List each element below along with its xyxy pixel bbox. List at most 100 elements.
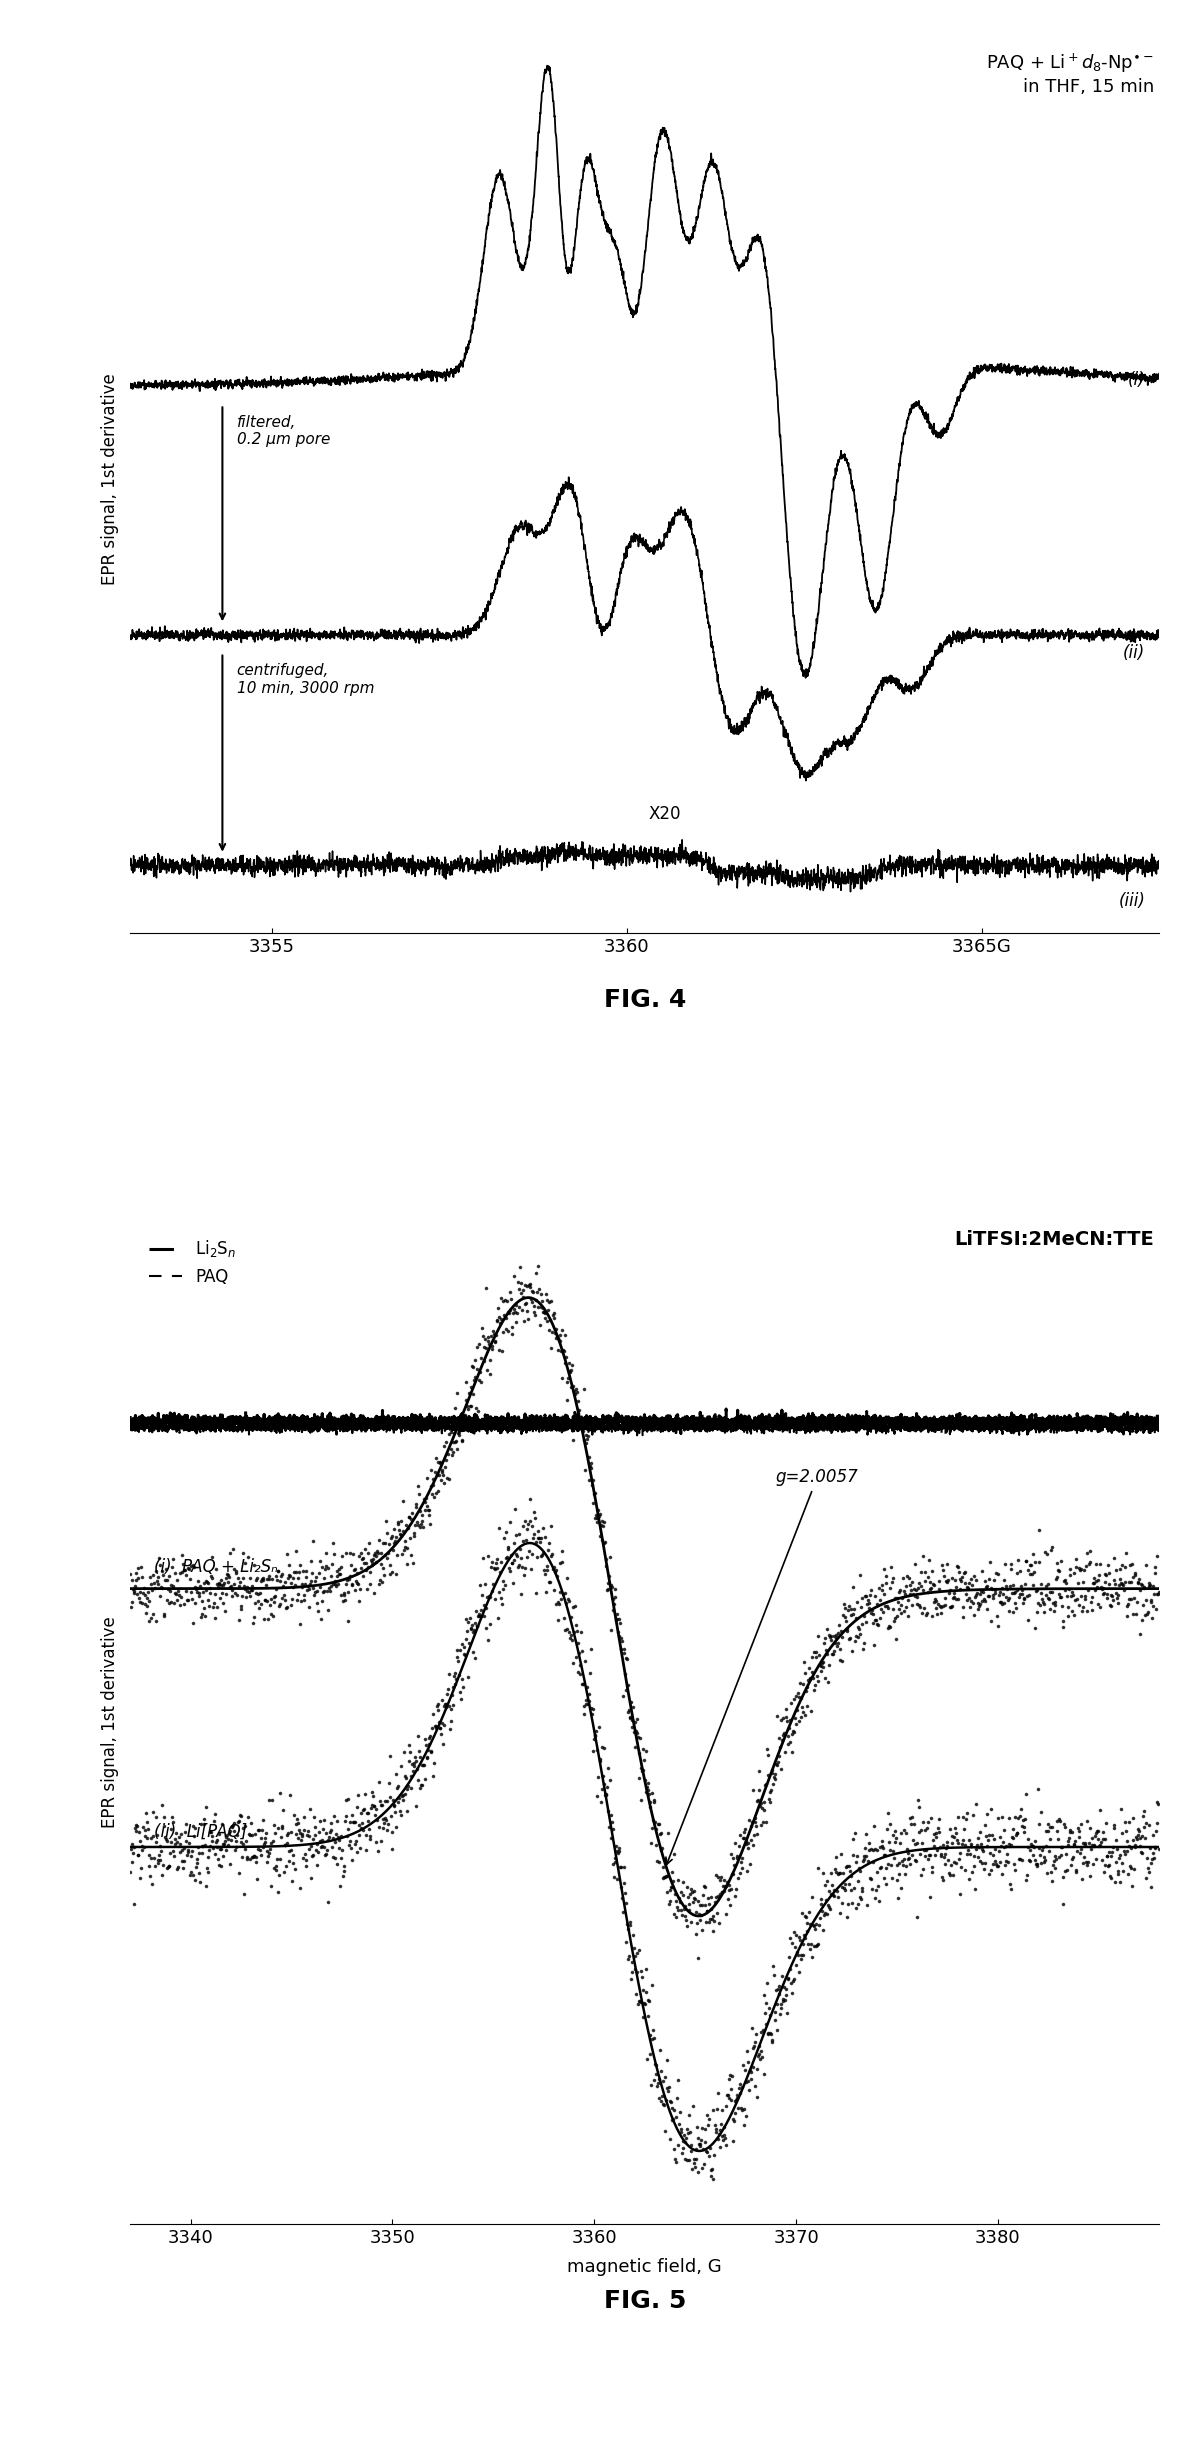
Point bbox=[224, 1806, 243, 1845]
Point bbox=[925, 1581, 944, 1620]
Point bbox=[153, 1786, 172, 1825]
Point bbox=[744, 2028, 763, 2067]
Point bbox=[545, 1313, 564, 1352]
Point bbox=[263, 1781, 282, 1820]
Point bbox=[361, 1564, 380, 1603]
Point bbox=[383, 1530, 402, 1569]
Point bbox=[871, 1581, 890, 1620]
Point bbox=[729, 2089, 748, 2128]
Point bbox=[923, 1847, 942, 1886]
Point bbox=[603, 1845, 622, 1884]
Point bbox=[738, 2033, 757, 2072]
Point bbox=[448, 1642, 467, 1681]
Point bbox=[283, 1835, 302, 1874]
Point bbox=[787, 1915, 806, 1954]
Point bbox=[739, 1801, 758, 1840]
Point bbox=[1108, 1852, 1127, 1891]
Point bbox=[192, 1835, 211, 1874]
Point bbox=[864, 1830, 883, 1869]
Point bbox=[852, 1879, 871, 1918]
Point bbox=[795, 1896, 814, 1935]
Point bbox=[822, 1635, 841, 1674]
Point bbox=[932, 1857, 951, 1896]
Point bbox=[369, 1564, 388, 1603]
Point bbox=[903, 1798, 922, 1837]
Point bbox=[551, 1315, 570, 1354]
Point bbox=[524, 1293, 543, 1332]
Point bbox=[1029, 1510, 1048, 1549]
Point bbox=[1039, 1579, 1058, 1618]
Point bbox=[619, 1940, 638, 1979]
Point bbox=[1069, 1586, 1088, 1625]
Point bbox=[454, 1398, 473, 1437]
Point bbox=[290, 1810, 309, 1850]
Point bbox=[538, 1547, 557, 1586]
Point bbox=[962, 1828, 981, 1867]
Point bbox=[412, 1505, 431, 1545]
Point bbox=[784, 1679, 803, 1718]
Point bbox=[829, 1606, 848, 1645]
Text: centrifuged,
10 min, 3000 rpm: centrifuged, 10 min, 3000 rpm bbox=[237, 664, 374, 695]
Point bbox=[550, 1320, 569, 1359]
Point bbox=[127, 1559, 146, 1598]
Point bbox=[252, 1835, 271, 1874]
Point bbox=[351, 1549, 370, 1588]
Point bbox=[891, 1593, 910, 1632]
Point bbox=[1014, 1801, 1033, 1840]
Point bbox=[254, 1598, 273, 1637]
Point bbox=[718, 1879, 737, 1918]
Point bbox=[446, 1654, 465, 1693]
Point bbox=[822, 1864, 841, 1903]
Point bbox=[853, 1606, 872, 1645]
Point bbox=[906, 1842, 925, 1881]
Point bbox=[461, 1369, 480, 1408]
Y-axis label: EPR signal, 1st derivative: EPR signal, 1st derivative bbox=[101, 1615, 119, 1828]
Point bbox=[706, 2111, 725, 2150]
Point bbox=[177, 1835, 196, 1874]
Point bbox=[1022, 1547, 1041, 1586]
Point bbox=[308, 1584, 327, 1623]
Point bbox=[156, 1818, 175, 1857]
Point bbox=[312, 1581, 331, 1620]
Point bbox=[265, 1576, 284, 1615]
Point bbox=[1066, 1850, 1085, 1889]
Point bbox=[665, 2091, 684, 2130]
Point bbox=[296, 1835, 315, 1874]
Point bbox=[925, 1579, 944, 1618]
Point bbox=[577, 1425, 596, 1464]
Point bbox=[1127, 1584, 1146, 1623]
Point bbox=[193, 1581, 212, 1620]
Point bbox=[970, 1813, 989, 1852]
Point bbox=[232, 1823, 251, 1862]
Point bbox=[291, 1581, 310, 1620]
Point bbox=[1013, 1806, 1032, 1845]
Point bbox=[128, 1574, 147, 1613]
Point bbox=[227, 1828, 246, 1867]
Point bbox=[376, 1801, 395, 1840]
Point bbox=[465, 1610, 484, 1649]
Point bbox=[1116, 1562, 1134, 1601]
Point bbox=[808, 1615, 827, 1654]
Point bbox=[485, 1549, 504, 1588]
Point bbox=[1087, 1566, 1106, 1606]
Point bbox=[1143, 1598, 1162, 1637]
Point bbox=[244, 1545, 263, 1584]
Point bbox=[596, 1547, 615, 1586]
Point bbox=[1087, 1813, 1106, 1852]
Point bbox=[386, 1523, 405, 1562]
Point bbox=[203, 1537, 222, 1576]
Point bbox=[698, 2096, 717, 2135]
Text: (i)  PAQ + Li₂Sₙ: (i) PAQ + Li₂Sₙ bbox=[154, 1559, 278, 1576]
Point bbox=[293, 1569, 312, 1608]
Point bbox=[888, 1584, 907, 1623]
Point bbox=[149, 1537, 168, 1576]
Point bbox=[334, 1857, 353, 1896]
Point bbox=[707, 1893, 726, 1932]
Point bbox=[480, 1576, 499, 1615]
Point bbox=[388, 1769, 407, 1808]
Point bbox=[969, 1837, 988, 1876]
Point bbox=[523, 1535, 542, 1574]
Point bbox=[511, 1540, 530, 1579]
Point bbox=[625, 1950, 644, 1989]
Point bbox=[370, 1762, 389, 1801]
